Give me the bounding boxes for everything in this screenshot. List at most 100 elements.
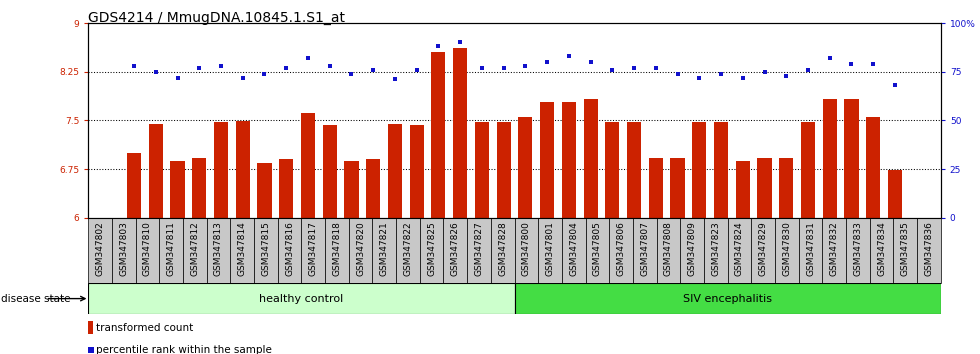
Text: GSM347836: GSM347836: [924, 221, 934, 276]
Bar: [888, 170, 902, 218]
Bar: [869, 218, 894, 283]
Bar: [149, 124, 163, 218]
Bar: [135, 218, 159, 283]
Text: GSM347801: GSM347801: [546, 221, 555, 276]
Text: GSM347820: GSM347820: [356, 221, 366, 276]
Text: GSM347812: GSM347812: [190, 221, 199, 276]
Bar: [325, 218, 349, 283]
Point: [300, 55, 316, 61]
Bar: [302, 218, 325, 283]
Text: GSM347826: GSM347826: [451, 221, 460, 276]
Text: GSM347817: GSM347817: [309, 221, 318, 276]
Bar: [279, 159, 293, 218]
Bar: [752, 218, 775, 283]
Bar: [822, 218, 846, 283]
Point: [844, 61, 859, 67]
Text: GSM347813: GSM347813: [214, 221, 223, 276]
Bar: [692, 122, 707, 218]
Text: GSM347818: GSM347818: [332, 221, 341, 276]
Point: [757, 69, 772, 74]
Bar: [894, 218, 917, 283]
Bar: [419, 218, 443, 283]
Bar: [344, 161, 359, 218]
Point: [539, 59, 555, 65]
Bar: [443, 218, 467, 283]
Text: GSM347822: GSM347822: [404, 221, 413, 276]
Text: GSM347806: GSM347806: [616, 221, 625, 276]
Bar: [254, 218, 277, 283]
Bar: [514, 283, 941, 314]
Text: GSM347803: GSM347803: [120, 221, 128, 276]
Bar: [801, 122, 815, 218]
Bar: [518, 117, 532, 218]
Text: GSM347810: GSM347810: [143, 221, 152, 276]
Bar: [670, 158, 685, 218]
Bar: [799, 218, 822, 283]
Bar: [207, 218, 230, 283]
Point: [278, 65, 294, 71]
Bar: [230, 218, 254, 283]
Point: [735, 75, 751, 80]
Bar: [779, 158, 794, 218]
Bar: [514, 218, 538, 283]
Bar: [349, 218, 372, 283]
Bar: [583, 99, 598, 218]
Bar: [410, 125, 423, 218]
Bar: [562, 218, 585, 283]
Bar: [372, 218, 396, 283]
Bar: [714, 122, 728, 218]
Bar: [467, 218, 491, 283]
Bar: [704, 218, 727, 283]
Bar: [475, 122, 489, 218]
Bar: [453, 48, 467, 218]
Bar: [301, 113, 315, 218]
Point: [496, 65, 512, 71]
Text: transformed count: transformed count: [96, 323, 193, 333]
Point: [713, 71, 729, 76]
Text: GSM347809: GSM347809: [688, 221, 697, 276]
Bar: [727, 218, 752, 283]
Text: GDS4214 / MmugDNA.10845.1.S1_at: GDS4214 / MmugDNA.10845.1.S1_at: [88, 11, 345, 25]
Point: [344, 71, 360, 76]
Text: GSM347815: GSM347815: [262, 221, 270, 276]
Point: [583, 59, 599, 65]
Bar: [758, 158, 771, 218]
Bar: [585, 218, 610, 283]
Point: [692, 75, 708, 80]
Point: [257, 71, 272, 76]
Point: [191, 65, 207, 71]
Bar: [540, 102, 554, 218]
Bar: [88, 321, 93, 334]
Text: GSM347814: GSM347814: [237, 221, 247, 276]
Text: GSM347800: GSM347800: [521, 221, 531, 276]
Bar: [491, 218, 514, 283]
Text: GSM347835: GSM347835: [901, 221, 909, 276]
Text: GSM347816: GSM347816: [285, 221, 294, 276]
Bar: [775, 218, 799, 283]
Point: [126, 63, 142, 69]
Text: GSM347804: GSM347804: [569, 221, 578, 276]
Point: [321, 63, 337, 69]
Text: GSM347824: GSM347824: [735, 221, 744, 276]
Point: [778, 73, 794, 78]
Point: [148, 69, 164, 74]
Bar: [497, 122, 511, 218]
Point: [626, 65, 642, 71]
Bar: [183, 218, 207, 283]
Bar: [562, 102, 576, 218]
Text: percentile rank within the sample: percentile rank within the sample: [96, 345, 271, 354]
Point: [801, 67, 816, 73]
Bar: [112, 218, 135, 283]
Bar: [88, 218, 112, 283]
Point: [430, 44, 446, 49]
Bar: [610, 218, 633, 283]
Bar: [866, 117, 880, 218]
Bar: [127, 153, 141, 218]
Bar: [214, 122, 228, 218]
Bar: [680, 218, 704, 283]
Point: [453, 40, 468, 45]
Bar: [367, 159, 380, 218]
Text: GSM347830: GSM347830: [782, 221, 792, 276]
Point: [887, 82, 903, 88]
Bar: [846, 218, 869, 283]
